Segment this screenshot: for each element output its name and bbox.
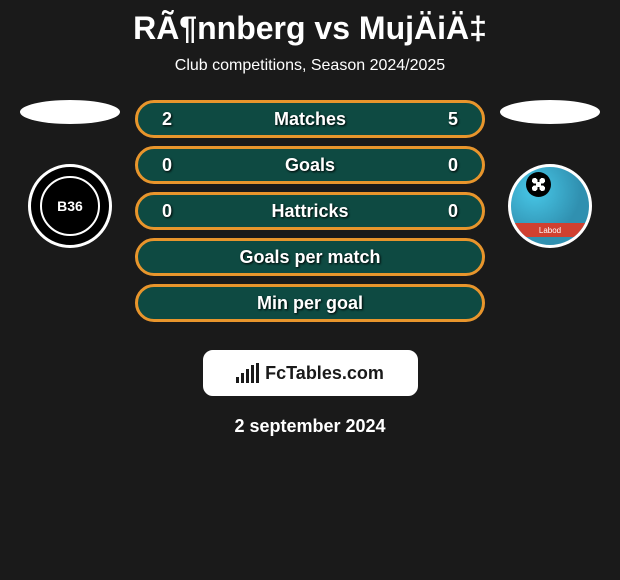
stat-row: Min per goal: [135, 284, 485, 322]
stat-right-value: 0: [448, 201, 458, 222]
stat-label: Hattricks: [271, 201, 348, 222]
footer-date: 2 september 2024: [0, 416, 620, 437]
stat-right-value: 0: [448, 155, 458, 176]
footer-brand-text: FcTables.com: [265, 363, 384, 384]
stat-label: Min per goal: [257, 293, 363, 314]
stat-left-value: 2: [162, 109, 172, 130]
soccer-ball-icon: [526, 172, 551, 197]
right-column: Labod: [500, 100, 600, 248]
stat-row: 2 Matches 5: [135, 100, 485, 138]
left-badge-text: B36: [40, 176, 100, 236]
stat-left-value: 0: [162, 155, 172, 176]
stat-label: Goals: [285, 155, 335, 176]
left-flag-icon: [20, 100, 120, 124]
left-column: B36: [20, 100, 120, 248]
stat-right-value: 5: [448, 109, 458, 130]
left-team-badge: B36: [28, 164, 112, 248]
stat-row: 0 Goals 0: [135, 146, 485, 184]
subtitle: Club competitions, Season 2024/2025: [0, 57, 620, 75]
right-team-badge: Labod: [508, 164, 592, 248]
chart-icon: [236, 363, 259, 383]
stat-row: 0 Hattricks 0: [135, 192, 485, 230]
right-flag-icon: [500, 100, 600, 124]
stat-row: Goals per match: [135, 238, 485, 276]
stat-left-value: 0: [162, 201, 172, 222]
stat-label: Matches: [274, 109, 346, 130]
stats-column: 2 Matches 5 0 Goals 0 0 Hattricks 0 Goals per mat…: [135, 100, 485, 330]
footer-brand: FcTables.com: [203, 350, 418, 396]
page-title: RÃ¶nnberg vs MujÄiÄ‡: [0, 10, 620, 47]
main-content: B36 2 Matches 5 0 Goals 0 0 Hattricks 0 Goals per…: [0, 100, 620, 330]
stat-label: Goals per match: [239, 247, 380, 268]
right-badge-text: Labod: [515, 223, 585, 237]
